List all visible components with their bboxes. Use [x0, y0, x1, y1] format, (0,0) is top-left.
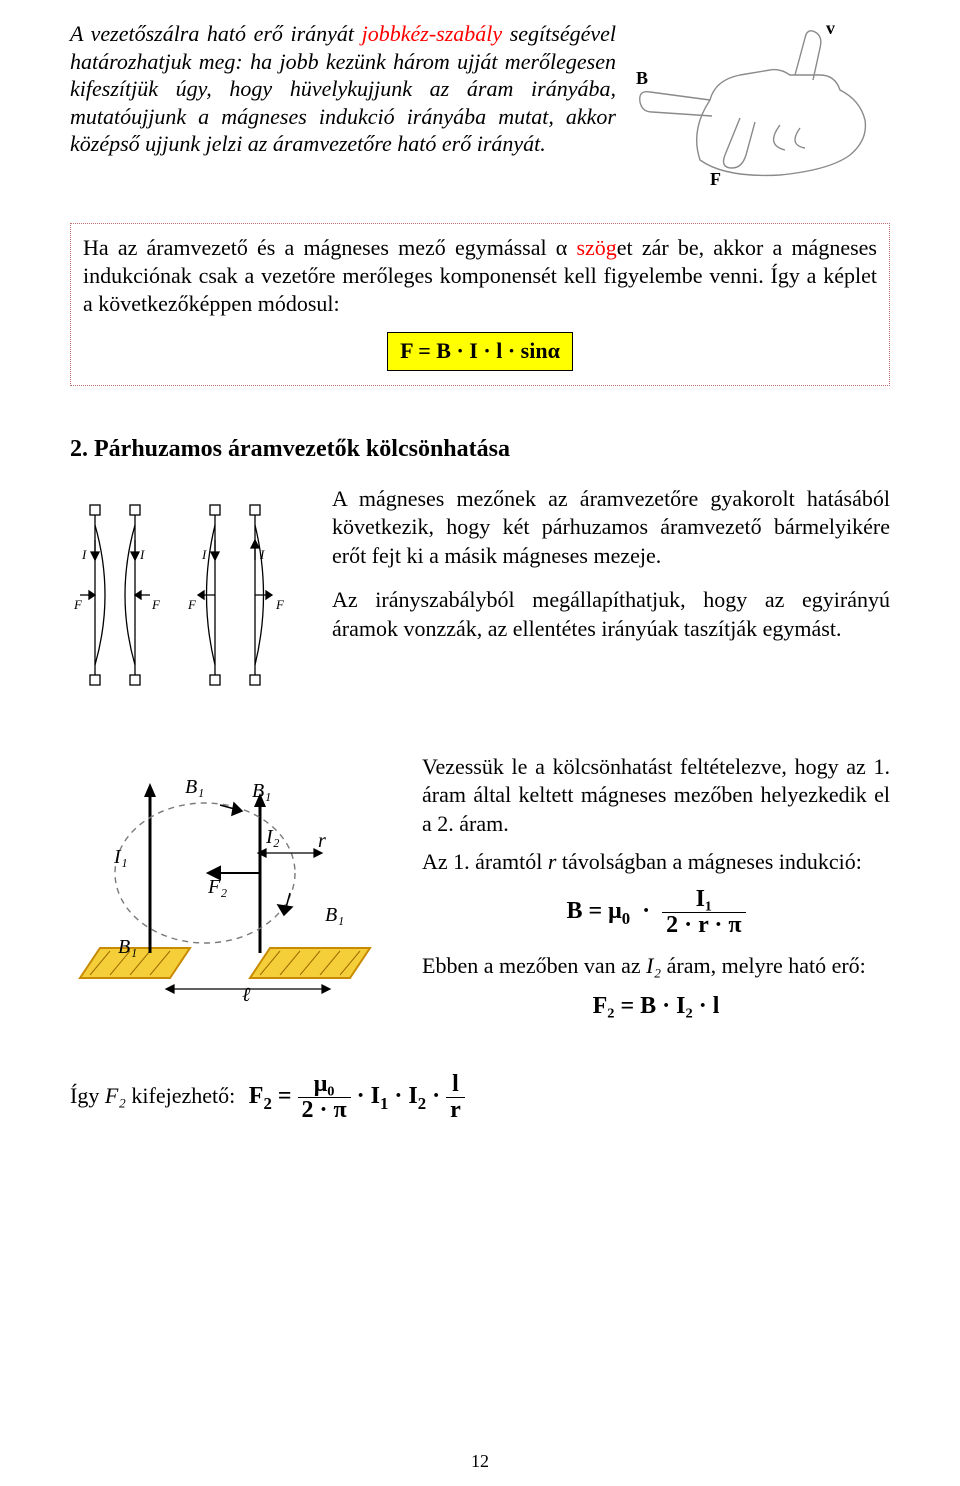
intro-block: A vezetőszálra ható erő irányát jobbkéz-… — [70, 20, 890, 205]
two-currents-figure: B₁ B₁ B₁ B₁ I₁ I₂ F₂ r ℓ — [70, 753, 400, 1003]
derivation-block: B₁ B₁ B₁ B₁ I₁ I₂ F₂ r ℓ Vezessük le a k… — [70, 753, 890, 1037]
parallel-label-F: F — [187, 597, 197, 612]
fig-label-B1: B₁ — [118, 936, 137, 958]
parallel-text: A mágneses mezőnek az áramvezetőre gyako… — [332, 485, 890, 660]
parallel-conductors-figure: I I I I F F F F — [70, 485, 310, 705]
fig-label-F2: F₂ — [207, 876, 227, 898]
parallel-label-I: I — [259, 547, 265, 562]
fig-label-I1: I₁ — [113, 846, 128, 868]
fig-label-B1: B₁ — [325, 904, 344, 926]
section-2-title: 2. Párhuzamos áramvezetők kölcsönhatása — [70, 436, 890, 463]
intro-highlight: jobbkéz-szabály — [362, 21, 503, 46]
fig-label-I2: I₂ — [265, 826, 280, 848]
deriv-p3: Ebben a mezőben van az I₂ áram, melyre h… — [422, 952, 890, 981]
formula-B: B = μ0 · I₁ 2 · r · π — [422, 887, 890, 938]
intro-pre: A vezetőszálra ható erő irányát — [70, 21, 362, 46]
hand-label-v: v — [826, 20, 835, 38]
page-number: 12 — [0, 1451, 960, 1472]
final-math: F2 = μ₀ 2 · π · I1 · I2 · l r — [249, 1072, 465, 1123]
parallel-label-I: I — [201, 547, 207, 562]
formula-F2: F₂ = B · I₂ · l — [422, 991, 890, 1022]
deriv-p1: Vezessük le a kölcsönhatást feltételezve… — [422, 753, 890, 839]
right-hand-rule-figure: v B F — [630, 20, 890, 205]
formula-sinalpha: F = B · I · l · sinα — [83, 332, 877, 370]
fig-label-r: r — [318, 830, 326, 852]
fig-label-l: ℓ — [242, 984, 251, 1003]
intro-text: A vezetőszálra ható erő irányát jobbkéz-… — [70, 20, 616, 158]
parallel-block: I I I I F F F F A mágneses mezőnek az ár… — [70, 485, 890, 705]
hand-label-F: F — [710, 169, 721, 189]
final-lhs: Így F₂ kifejezhető: — [70, 1083, 235, 1109]
note-pre: Ha az áramvezető és a mágneses mező egym… — [83, 235, 576, 260]
parallel-label-F: F — [73, 597, 83, 612]
fig-label-B1: B₁ — [185, 776, 204, 798]
final-expression: Így F₂ kifejezhető: F2 = μ₀ 2 · π · I1 ·… — [70, 1072, 890, 1123]
parallel-label-I: I — [139, 547, 145, 562]
formula-sinalpha-text: F = B · I · l · sinα — [387, 332, 573, 370]
page: A vezetőszálra ható erő irányát jobbkéz-… — [0, 0, 960, 1486]
parallel-label-F: F — [275, 597, 285, 612]
derivation-text: Vezessük le a kölcsönhatást feltételezve… — [422, 753, 890, 1037]
angle-note-box: Ha az áramvezető és a mágneses mező egym… — [70, 223, 890, 386]
parallel-label-I: I — [81, 547, 87, 562]
deriv-p2: Az 1. áramtól r távolságban a mágneses i… — [422, 848, 890, 877]
fig-label-B1: B₁ — [252, 780, 271, 802]
hand-label-B: B — [636, 68, 648, 88]
parallel-p2: Az irányszabályból megállapíthatjuk, hog… — [332, 586, 890, 643]
note-highlight: szög — [576, 235, 616, 260]
parallel-p1: A mágneses mezőnek az áramvezetőre gyako… — [332, 485, 890, 571]
parallel-label-F: F — [151, 597, 161, 612]
